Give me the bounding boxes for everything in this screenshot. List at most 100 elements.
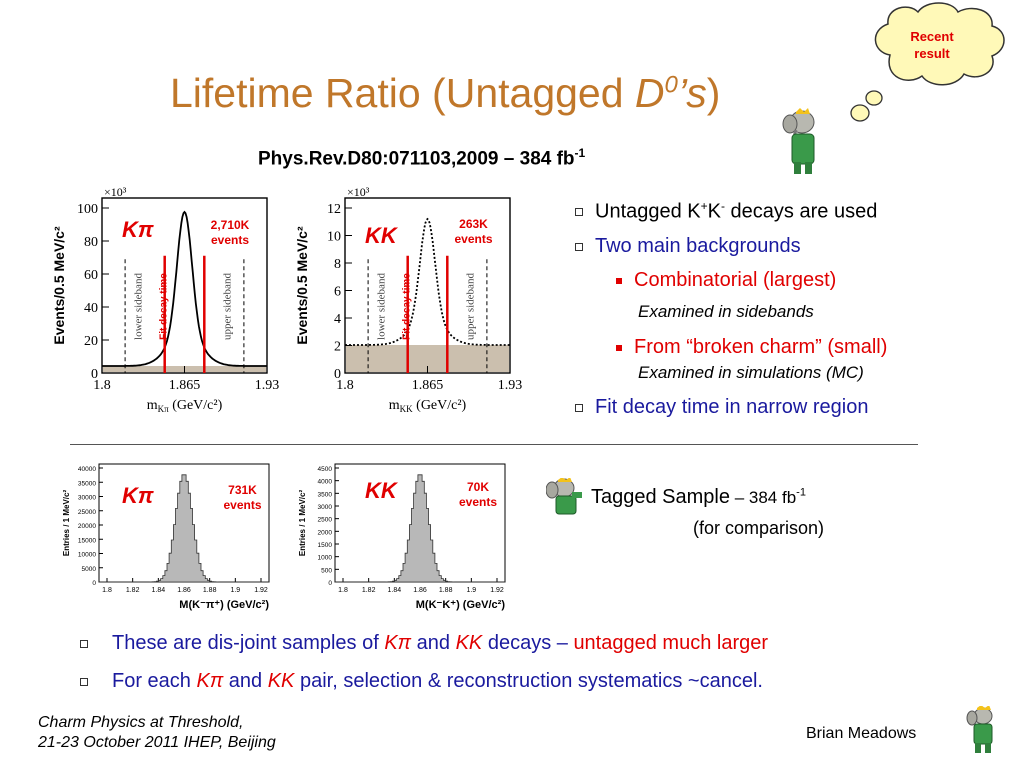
histogram [335, 474, 505, 583]
fit-window-label: Fit decay time [159, 273, 170, 340]
events-word: events [210, 233, 250, 247]
s2-text: From “broken charm” (small) [634, 336, 888, 358]
bullet-square-icon [575, 208, 583, 217]
y-tick-label: 30000 [78, 495, 96, 502]
sub-bullet-combinatorial: Combinatorial (largest) [616, 269, 836, 292]
bullet-fit-decay: Fit decay time in narrow region [575, 396, 868, 419]
b1-sup1: + [700, 199, 708, 213]
sub-bullet-icon [616, 344, 622, 351]
l1-b: decays – [482, 632, 574, 654]
y-tick-label: 15000 [78, 537, 96, 544]
b1-mid: K [707, 200, 721, 223]
y-tick-label: 1500 [318, 542, 333, 549]
fit-curve [345, 217, 510, 346]
elephant-footer-icon [966, 706, 993, 753]
y-tick-label: 1000 [318, 555, 333, 562]
y-tick-label: 3000 [318, 504, 333, 511]
x-tick-label: 1.8 [338, 587, 348, 594]
title-pre: Lifetime Ratio (Untagged [170, 70, 635, 116]
sub-bullet-icon [616, 277, 622, 284]
l1-and: and [411, 632, 456, 654]
y-tick-label: 5000 [82, 566, 97, 573]
footer-line2: 21-23 October 2011 IHEP, Beijing [38, 734, 276, 751]
bullet-untagged: Untagged K+K- decays are used [575, 199, 877, 224]
b2-text: Two main backgrounds [595, 235, 801, 257]
x-tick-label: 1.86 [177, 587, 191, 594]
l1-red: untagged much larger [573, 632, 769, 654]
y-tick-label: 4500 [318, 466, 333, 473]
footer-author: Brian Meadows [806, 725, 917, 742]
events-count: 731K [228, 483, 257, 497]
y-tick-label: 4000 [318, 479, 333, 486]
events-word: events [454, 232, 493, 246]
footer-conference: Charm Physics at Threshold, 21-23 Octobe… [38, 713, 276, 753]
events-word: events [223, 498, 262, 512]
sub-bullet-broken-charm: From “broken charm” (small) [616, 336, 887, 359]
tagged-lum: – 384 fb [729, 488, 797, 507]
x-tick-label: 1.93 [255, 378, 280, 393]
y-tick-label: 40000 [78, 466, 96, 473]
x-tick-label: 1.865 [412, 378, 444, 393]
plot-frame [344, 197, 511, 374]
x-axis-label: M(K⁻π⁺) (GeV/c²) [179, 599, 269, 611]
sideband-left-label: lower sideband [376, 273, 388, 340]
plot-bottom-left-events: 731K events [215, 483, 270, 513]
x-tick-label: 1.9 [466, 587, 476, 594]
x-tick-label: 1.88 [203, 587, 217, 594]
l1-a: These are dis-joint samples of [112, 632, 385, 654]
l2-and: and [223, 670, 268, 692]
x-axis-label: mKK (GeV/c²) [389, 398, 467, 414]
reference-sup: -1 [574, 146, 586, 160]
tagged-sup: -1 [796, 486, 806, 499]
y-tick-label: 0 [92, 580, 96, 587]
title-close: ) [706, 70, 721, 116]
y-tick-label: 20 [84, 334, 98, 349]
y-tick-label: 500 [321, 567, 332, 574]
title-d: D [634, 70, 665, 116]
y-exponent: ×10³ [347, 185, 370, 199]
y-axis-label: Entries / 1 MeV/c² [62, 490, 71, 557]
x-tick-label: 1.8 [93, 378, 111, 393]
sideband-right-label: upper sideband [465, 273, 477, 340]
l2-a: For each [112, 670, 197, 692]
y-tick-label: 0 [91, 367, 98, 382]
y-axis-label: Entries / 1 MeV/c² [298, 490, 307, 557]
b1-post: decays are used [725, 200, 878, 223]
elephant-tagged-icon [546, 478, 582, 515]
bullet-systematics: For each Kπ and KK pair, selection & rec… [80, 670, 763, 693]
plot-top-left-events: 2,710K events [200, 218, 260, 248]
y-tick-label: 60 [84, 268, 98, 283]
l1-kpi: Kπ [384, 632, 412, 654]
events-count: 263K [459, 217, 488, 231]
tagged-sample: Tagged Sample – 384 fb-1 [591, 486, 806, 509]
y-tick-label: 40 [84, 301, 98, 316]
l2-kk: KK [267, 670, 295, 692]
elephant-mascot-icon [782, 108, 815, 174]
plot-frame [101, 197, 268, 374]
events-count: 2,710K [210, 218, 250, 232]
x-tick-label: 1.92 [490, 587, 504, 594]
y-tick-label: 10 [327, 230, 341, 245]
sideband-left-label: lower sideband [133, 273, 145, 340]
y-tick-label: 4 [334, 312, 341, 327]
page-title: Lifetime Ratio (Untagged D0’s) [170, 70, 720, 117]
x-tick-label: 1.8 [102, 587, 112, 594]
y-tick-label: 35000 [78, 480, 96, 487]
bullet-square-icon [575, 242, 583, 251]
title-post: ’s [677, 70, 707, 116]
bottom-plots: 4000035000300002500020000150001000050000… [62, 463, 506, 611]
events-count: 70K [466, 480, 489, 494]
thought-cloud [860, 2, 1005, 117]
y-axis-label: Events/0.5 MeV/c² [294, 226, 310, 345]
y-tick-label: 20000 [78, 523, 96, 530]
x-tick-label: 1.82 [362, 587, 376, 594]
fit-curve [102, 210, 267, 367]
bullet-square-icon [575, 403, 583, 412]
x-tick-label: 1.8 [336, 378, 354, 393]
x-axis-label: mKπ (GeV/c²) [147, 398, 223, 414]
y-tick-label: 25000 [78, 509, 96, 516]
x-tick-label: 1.82 [126, 587, 140, 594]
y-axis-label: Events/0.5 MeV/c² [51, 226, 67, 345]
y-tick-label: 8 [334, 257, 341, 272]
tagged-note: (for comparison) [693, 518, 825, 538]
